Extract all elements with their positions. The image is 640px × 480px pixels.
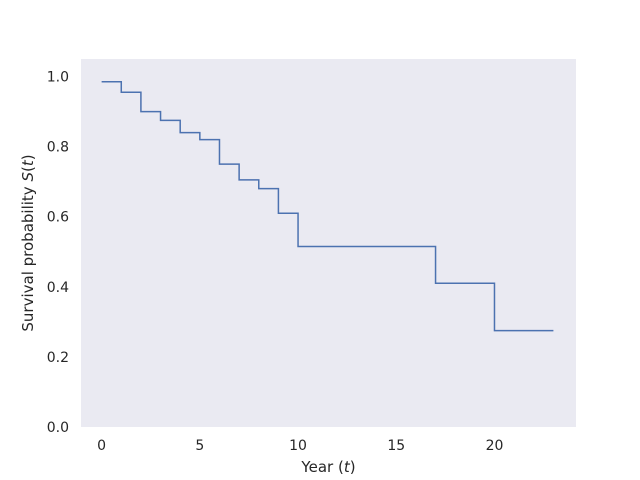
x-tick-label: 20 (486, 438, 504, 454)
x-tick-label: 5 (195, 438, 204, 454)
y-tick-label: 0.6 (47, 210, 69, 226)
plot-area (81, 59, 576, 427)
y-tick-label: 0.8 (47, 140, 69, 156)
x-tick-label: 10 (289, 438, 307, 454)
x-tick-label: 0 (97, 438, 106, 454)
y-tick-label: 1.0 (47, 70, 69, 86)
x-tick-label: 15 (387, 438, 405, 454)
x-tick-labels: 0 5 10 15 20 (97, 438, 503, 454)
y-tick-labels: 0.0 0.2 0.4 0.6 0.8 1.0 (47, 70, 69, 436)
survival-step-line (101, 81, 554, 332)
series-layer (101, 81, 554, 332)
y-tick-label: 0.2 (47, 350, 69, 366)
y-tick-label: 0.0 (47, 420, 69, 436)
x-axis-label: Year (t) (300, 458, 355, 476)
y-tick-label: 0.4 (47, 280, 69, 296)
y-axis-label: Survival probability S(t) (19, 154, 37, 331)
